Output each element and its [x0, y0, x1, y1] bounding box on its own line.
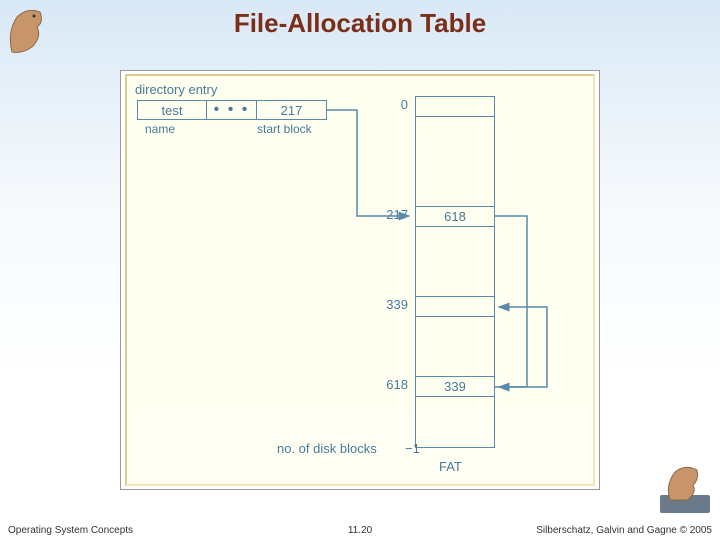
- fat-row-618: 618 339: [416, 377, 494, 397]
- fat-gap-2: [416, 227, 494, 297]
- directory-table: test • • • 217: [137, 100, 327, 120]
- fat-row-0: 0: [416, 97, 494, 117]
- fat-value-217: 618: [444, 209, 466, 224]
- dir-cell-test: test: [137, 100, 207, 120]
- dir-sublabel-startblock: start block: [257, 122, 312, 136]
- fat-gap-4: [416, 397, 494, 447]
- fat-index-339: 339: [368, 297, 408, 312]
- slide-title: File-Allocation Table: [0, 8, 720, 39]
- dir-sublabel-name: name: [145, 122, 175, 136]
- diagram-bg: directory entry test • • • 217 name star…: [125, 74, 595, 486]
- fat-value-618: 339: [444, 379, 466, 394]
- diagram-container: directory entry test • • • 217 name star…: [120, 70, 600, 490]
- dir-cell-ellipsis: • • •: [207, 100, 257, 120]
- fat-footer-no-blocks: no. of disk blocks: [277, 441, 377, 456]
- fat-row-339: 339: [416, 297, 494, 317]
- fat-table: 0 217 618 339 618 339: [415, 96, 495, 448]
- logo-bottom-right: [655, 460, 715, 515]
- arrows-overlay: [127, 76, 597, 486]
- footer-center: 11.20: [8, 525, 712, 536]
- fat-row-217: 217 618: [416, 207, 494, 227]
- fat-index-618: 618: [368, 377, 408, 392]
- fat-gap-3: [416, 317, 494, 377]
- fat-footer-label: FAT: [439, 459, 462, 474]
- fat-index-0: 0: [368, 97, 408, 112]
- directory-label: directory entry: [135, 82, 217, 97]
- slide-footer: Operating System Concepts 11.20 Silbersc…: [8, 525, 712, 536]
- dir-cell-startblock: 217: [257, 100, 327, 120]
- fat-index-217: 217: [368, 207, 408, 222]
- fat-footer-neg1: −1: [405, 441, 420, 456]
- fat-gap-1: [416, 117, 494, 207]
